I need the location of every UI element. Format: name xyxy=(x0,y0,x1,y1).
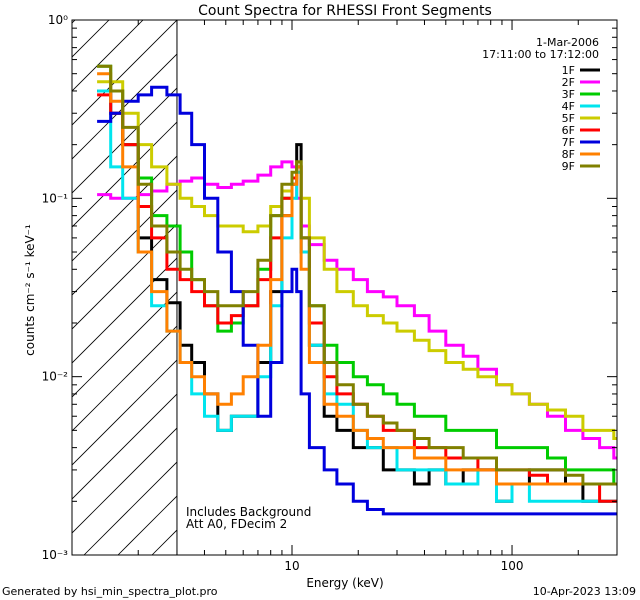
y-tick-label: 10⁻¹ xyxy=(42,191,69,205)
series-5f-line xyxy=(97,80,617,440)
legend-label-4f: 4F xyxy=(562,100,575,113)
legend-label-6f: 6F xyxy=(562,124,575,137)
legend-label-8f: 8F xyxy=(562,148,575,161)
hatch-line xyxy=(72,20,110,58)
background-hatch-region xyxy=(72,20,177,555)
time-range-label: 17:11:00 to 17:12:00 xyxy=(482,48,599,61)
hatch-line xyxy=(72,427,177,534)
footer-generated-by: Generated by hsi_min_spectra_plot.pro xyxy=(2,585,218,598)
series-9f-line xyxy=(97,64,617,486)
x-tick-label: 10 xyxy=(284,559,299,573)
hatch-line xyxy=(72,223,177,330)
date-label: 1-Mar-2006 xyxy=(536,36,599,49)
x-axis-label: Energy (keV) xyxy=(306,576,383,590)
plot-frame xyxy=(71,19,618,556)
hatch-line xyxy=(72,189,177,296)
legend-label-3f: 3F xyxy=(562,88,575,101)
legend-label-2f: 2F xyxy=(562,76,575,89)
legend-label-7f: 7F xyxy=(562,136,575,149)
series-7f-line xyxy=(97,85,617,516)
y-tick-label: 10⁻² xyxy=(42,370,69,384)
hatch-line xyxy=(72,20,144,92)
annotation-background: Includes Background xyxy=(186,505,311,519)
legend-label-5f: 5F xyxy=(562,112,575,125)
legend-label-9f: 9F xyxy=(562,160,575,173)
y-tick-label: 10⁰ xyxy=(48,13,68,27)
hatch-line xyxy=(72,20,177,126)
x-tick-label: 100 xyxy=(501,559,524,573)
hatch-line xyxy=(72,155,177,262)
hatch-line xyxy=(72,359,177,466)
footer-date: 10-Apr-2023 13:09 xyxy=(533,585,636,598)
legend-label-1f: 1F xyxy=(562,64,575,77)
y-tick-label: 10⁻³ xyxy=(42,548,69,562)
y-axis-label: counts cm⁻² s⁻¹ keV⁻¹ xyxy=(23,224,37,356)
hatch-line xyxy=(72,393,177,500)
hatch-line xyxy=(72,53,177,160)
chart-title: Count Spectra for RHESSI Front Segments xyxy=(198,3,492,19)
annotation-attenuator: Att A0, FDecim 2 xyxy=(186,517,287,531)
